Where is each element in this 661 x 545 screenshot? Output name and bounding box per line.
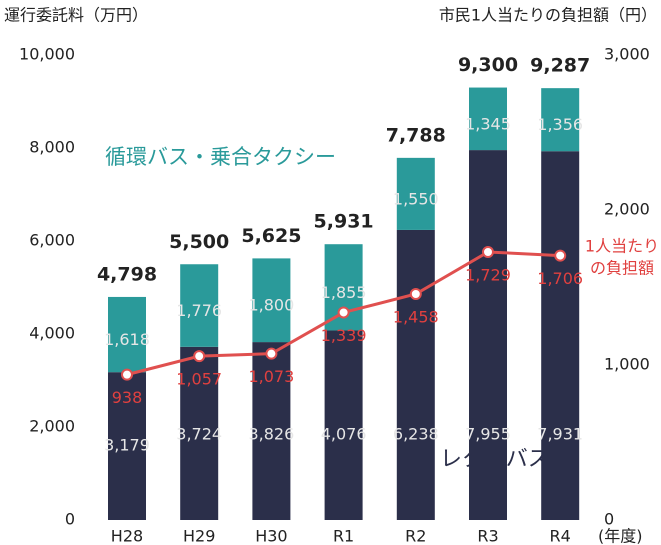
total-label: 9,300	[458, 54, 518, 76]
bar-value-label: 6,238	[393, 425, 439, 444]
y2-tick-label: 3,000	[604, 45, 650, 64]
line-point	[554, 249, 567, 262]
y2-tick-label: 2,000	[604, 200, 650, 219]
total-label: 5,931	[314, 211, 374, 233]
line-value-label: 1,073	[248, 367, 294, 386]
bar-value-label: 1,618	[104, 330, 150, 349]
y-tick-label: 10,000	[19, 45, 75, 64]
line-point	[482, 246, 494, 259]
x-tick-label: H28	[111, 527, 143, 545]
total-label: 4,798	[97, 263, 157, 285]
y2-axis-label: 市民1人当たりの負担額（円）	[439, 6, 657, 25]
y-tick-label: 8,000	[29, 138, 75, 157]
bar-value-label: 3,826	[248, 425, 294, 444]
x-axis-unit: (年度)	[598, 527, 643, 545]
y-tick-label: 4,000	[29, 324, 75, 343]
line-value-label: 1,706	[537, 269, 583, 288]
line-value-label: 1,729	[465, 266, 511, 285]
line-point	[265, 347, 278, 360]
bar-value-label: 1,855	[321, 283, 367, 302]
x-tick-label: R2	[405, 527, 426, 545]
x-tick-label: H30	[255, 527, 287, 545]
line-value-label: 1,458	[393, 308, 439, 327]
total-label: 5,500	[169, 231, 229, 253]
line-point	[409, 288, 422, 301]
bar-value-label: 7,955	[465, 425, 511, 444]
line-value-label: 1,339	[321, 326, 367, 345]
line-point	[337, 306, 350, 319]
bar-value-label: 3,724	[176, 425, 222, 444]
series-label: 循環バス・乗合タクシー	[105, 145, 336, 169]
bar-value-label: 1,345	[465, 114, 511, 133]
y-axis-label: 運行委託料（万円）	[4, 6, 148, 25]
bar-value-label: 1,776	[176, 301, 222, 320]
bar-value-label: 7,931	[537, 425, 583, 444]
line-value-label: 938	[112, 388, 143, 407]
y-tick-label: 2,000	[29, 417, 75, 436]
total-label: 9,287	[530, 55, 590, 77]
y2-tick-label: 0	[604, 510, 614, 529]
bar-segment	[469, 87, 507, 151]
y-tick-label: 6,000	[29, 231, 75, 250]
bar-segment	[324, 330, 363, 520]
y2-tick-label: 1,000	[604, 355, 650, 374]
y-tick-label: 0	[65, 510, 75, 529]
bar-segment	[180, 264, 219, 347]
x-tick-label: R4	[550, 527, 571, 545]
bar-segment	[396, 229, 435, 521]
bar-value-label: 1,800	[248, 296, 294, 315]
x-tick-label: R1	[333, 527, 354, 545]
bar-segment	[541, 88, 580, 152]
x-tick-label: R3	[477, 527, 498, 545]
line-point	[121, 368, 133, 381]
bar-value-label: 1,550	[393, 189, 439, 208]
bar-value-label: 1,356	[537, 115, 583, 134]
bar-segment	[396, 157, 435, 230]
bar-segment	[108, 296, 146, 373]
bar-value-label: 3,179	[104, 436, 150, 455]
line-label: 1人当たり	[585, 237, 659, 256]
bar-segment	[541, 151, 580, 520]
bar-segment	[108, 372, 146, 520]
x-tick-label: H29	[183, 527, 215, 545]
line-point	[193, 350, 206, 363]
line-value-label: 1,057	[176, 370, 222, 389]
bar-segment	[180, 346, 219, 520]
total-label: 5,625	[241, 225, 301, 247]
line-label: の負担額	[590, 259, 654, 278]
bar-segment	[252, 258, 291, 343]
total-label: 7,788	[386, 124, 446, 146]
bar-value-label: 4,076	[321, 425, 367, 444]
bar-segment	[469, 150, 507, 520]
bar-segment	[252, 342, 291, 520]
